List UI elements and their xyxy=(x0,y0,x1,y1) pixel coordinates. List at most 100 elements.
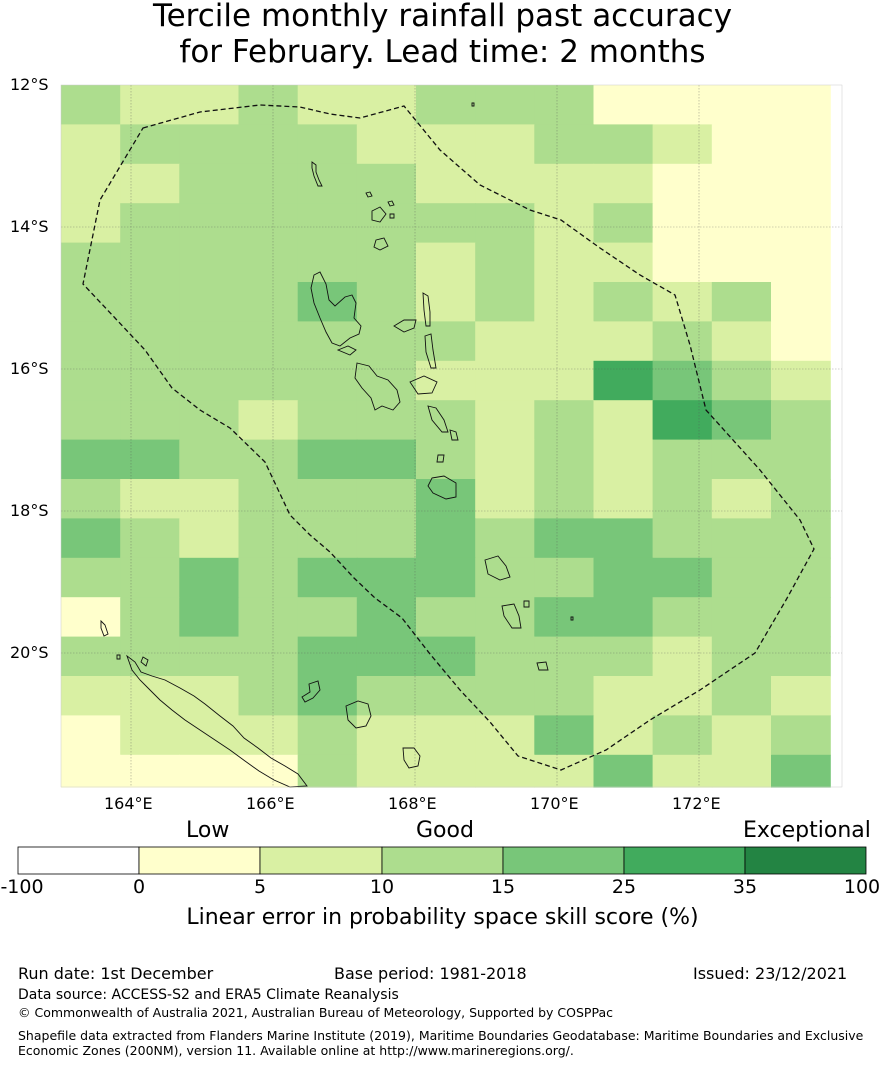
grid-cell xyxy=(534,400,595,441)
grid-cell xyxy=(593,203,654,244)
grid-cell xyxy=(61,124,121,165)
grid-cell xyxy=(652,321,713,362)
grid-cell xyxy=(711,754,772,788)
grid-cell xyxy=(356,321,417,362)
grid-cell xyxy=(238,439,299,480)
colorbar-tick: 100 xyxy=(843,876,881,898)
grid-cell xyxy=(593,242,654,283)
grid-cell xyxy=(238,676,299,716)
grid-cell xyxy=(179,754,240,788)
grid-cell xyxy=(534,636,595,677)
grid-cell xyxy=(711,636,772,677)
colorbar-tick: 25 xyxy=(611,876,637,898)
grid-cell xyxy=(356,203,417,244)
grid-cell xyxy=(61,360,121,401)
colorbar-segment xyxy=(381,846,504,875)
grid-cell xyxy=(120,242,180,283)
grid-cell xyxy=(61,321,121,362)
grid-cell xyxy=(297,124,358,165)
grid-cell xyxy=(711,676,772,716)
grid-cell xyxy=(61,400,121,441)
colorbar-tick: 35 xyxy=(732,876,758,898)
grid-cell xyxy=(711,439,772,480)
grid-cell xyxy=(61,163,121,204)
coastline-new-caledonia xyxy=(126,654,308,788)
grid-cell xyxy=(771,754,831,788)
grid-cell xyxy=(593,439,654,480)
grid-cell xyxy=(771,400,831,441)
grid-cell xyxy=(475,242,535,283)
coastline-maewo xyxy=(422,292,431,327)
grid-cell xyxy=(475,400,535,441)
coastline-walpole xyxy=(570,616,574,621)
grid-cell xyxy=(711,360,772,401)
grid-cell xyxy=(593,400,654,441)
grid-cell xyxy=(771,518,831,559)
island-coastlines xyxy=(100,102,574,788)
grid-cell xyxy=(711,203,772,244)
grid-cell xyxy=(61,282,121,322)
grid-cell xyxy=(711,400,772,441)
grid-cell xyxy=(475,124,535,165)
grid-cell xyxy=(593,636,654,677)
grid-cell xyxy=(416,715,476,756)
grid-cell xyxy=(179,715,240,756)
shapefile-credit-line-2: Economic Zones (200NM), version 11. Avai… xyxy=(18,1043,574,1058)
grid-cell xyxy=(297,715,358,756)
colorbar-segment xyxy=(502,846,625,875)
grid-cell xyxy=(179,636,240,677)
map-frame xyxy=(60,84,843,788)
grid-cell xyxy=(534,360,595,401)
grid-cell xyxy=(179,518,240,559)
grid-cell xyxy=(238,597,299,638)
grid-cell xyxy=(534,85,595,125)
grid-cell xyxy=(534,597,595,638)
grid-cell xyxy=(771,636,831,677)
issued-date: Issued: 23/12/2021 xyxy=(693,964,848,983)
grid-cell xyxy=(238,754,299,788)
grid-cell xyxy=(652,754,713,788)
grid-cell xyxy=(120,203,180,244)
grid-cell xyxy=(297,439,358,480)
grid-cell xyxy=(179,597,240,638)
grid-cell xyxy=(534,676,595,716)
grid-cell xyxy=(652,479,713,519)
grid-cell xyxy=(238,203,299,244)
grid-cell xyxy=(534,518,595,559)
colorbar-tick: 10 xyxy=(369,876,395,898)
grid-cell xyxy=(356,439,417,480)
coastline-emae xyxy=(436,454,445,463)
grid-cell xyxy=(711,124,772,165)
coastline-loyalty-ouvea xyxy=(301,680,321,703)
grid-cell xyxy=(297,85,358,125)
grid-cell xyxy=(593,360,654,401)
lon-label-166e: 166°E xyxy=(246,794,295,813)
data-source: Data source: ACCESS-S2 and ERA5 Climate … xyxy=(18,987,399,1003)
grid-cell xyxy=(475,676,535,716)
coastline-aniwa xyxy=(523,600,530,608)
grid-cell xyxy=(652,400,713,441)
grid-cell xyxy=(61,85,121,125)
grid-cell xyxy=(179,400,240,441)
coastline-malo xyxy=(336,345,357,356)
grid-cell xyxy=(238,163,299,204)
grid-cell xyxy=(593,518,654,559)
grid-cell xyxy=(771,321,831,362)
grid-cell xyxy=(771,360,831,401)
grid-cell xyxy=(297,636,358,677)
grid-cell xyxy=(416,360,476,401)
grid-cell xyxy=(475,715,535,756)
grid-cell xyxy=(120,557,180,598)
colorbar-segment xyxy=(17,846,140,875)
grid-cell xyxy=(771,85,831,125)
grid-cell xyxy=(120,439,180,480)
graticule xyxy=(61,85,842,787)
grid-cell xyxy=(711,518,772,559)
grid-cell xyxy=(475,360,535,401)
grid-cell xyxy=(297,360,358,401)
grid-cell xyxy=(711,715,772,756)
grid-cell xyxy=(297,676,358,716)
grid-cell xyxy=(120,479,180,519)
grid-cell xyxy=(356,597,417,638)
grid-cell xyxy=(238,557,299,598)
